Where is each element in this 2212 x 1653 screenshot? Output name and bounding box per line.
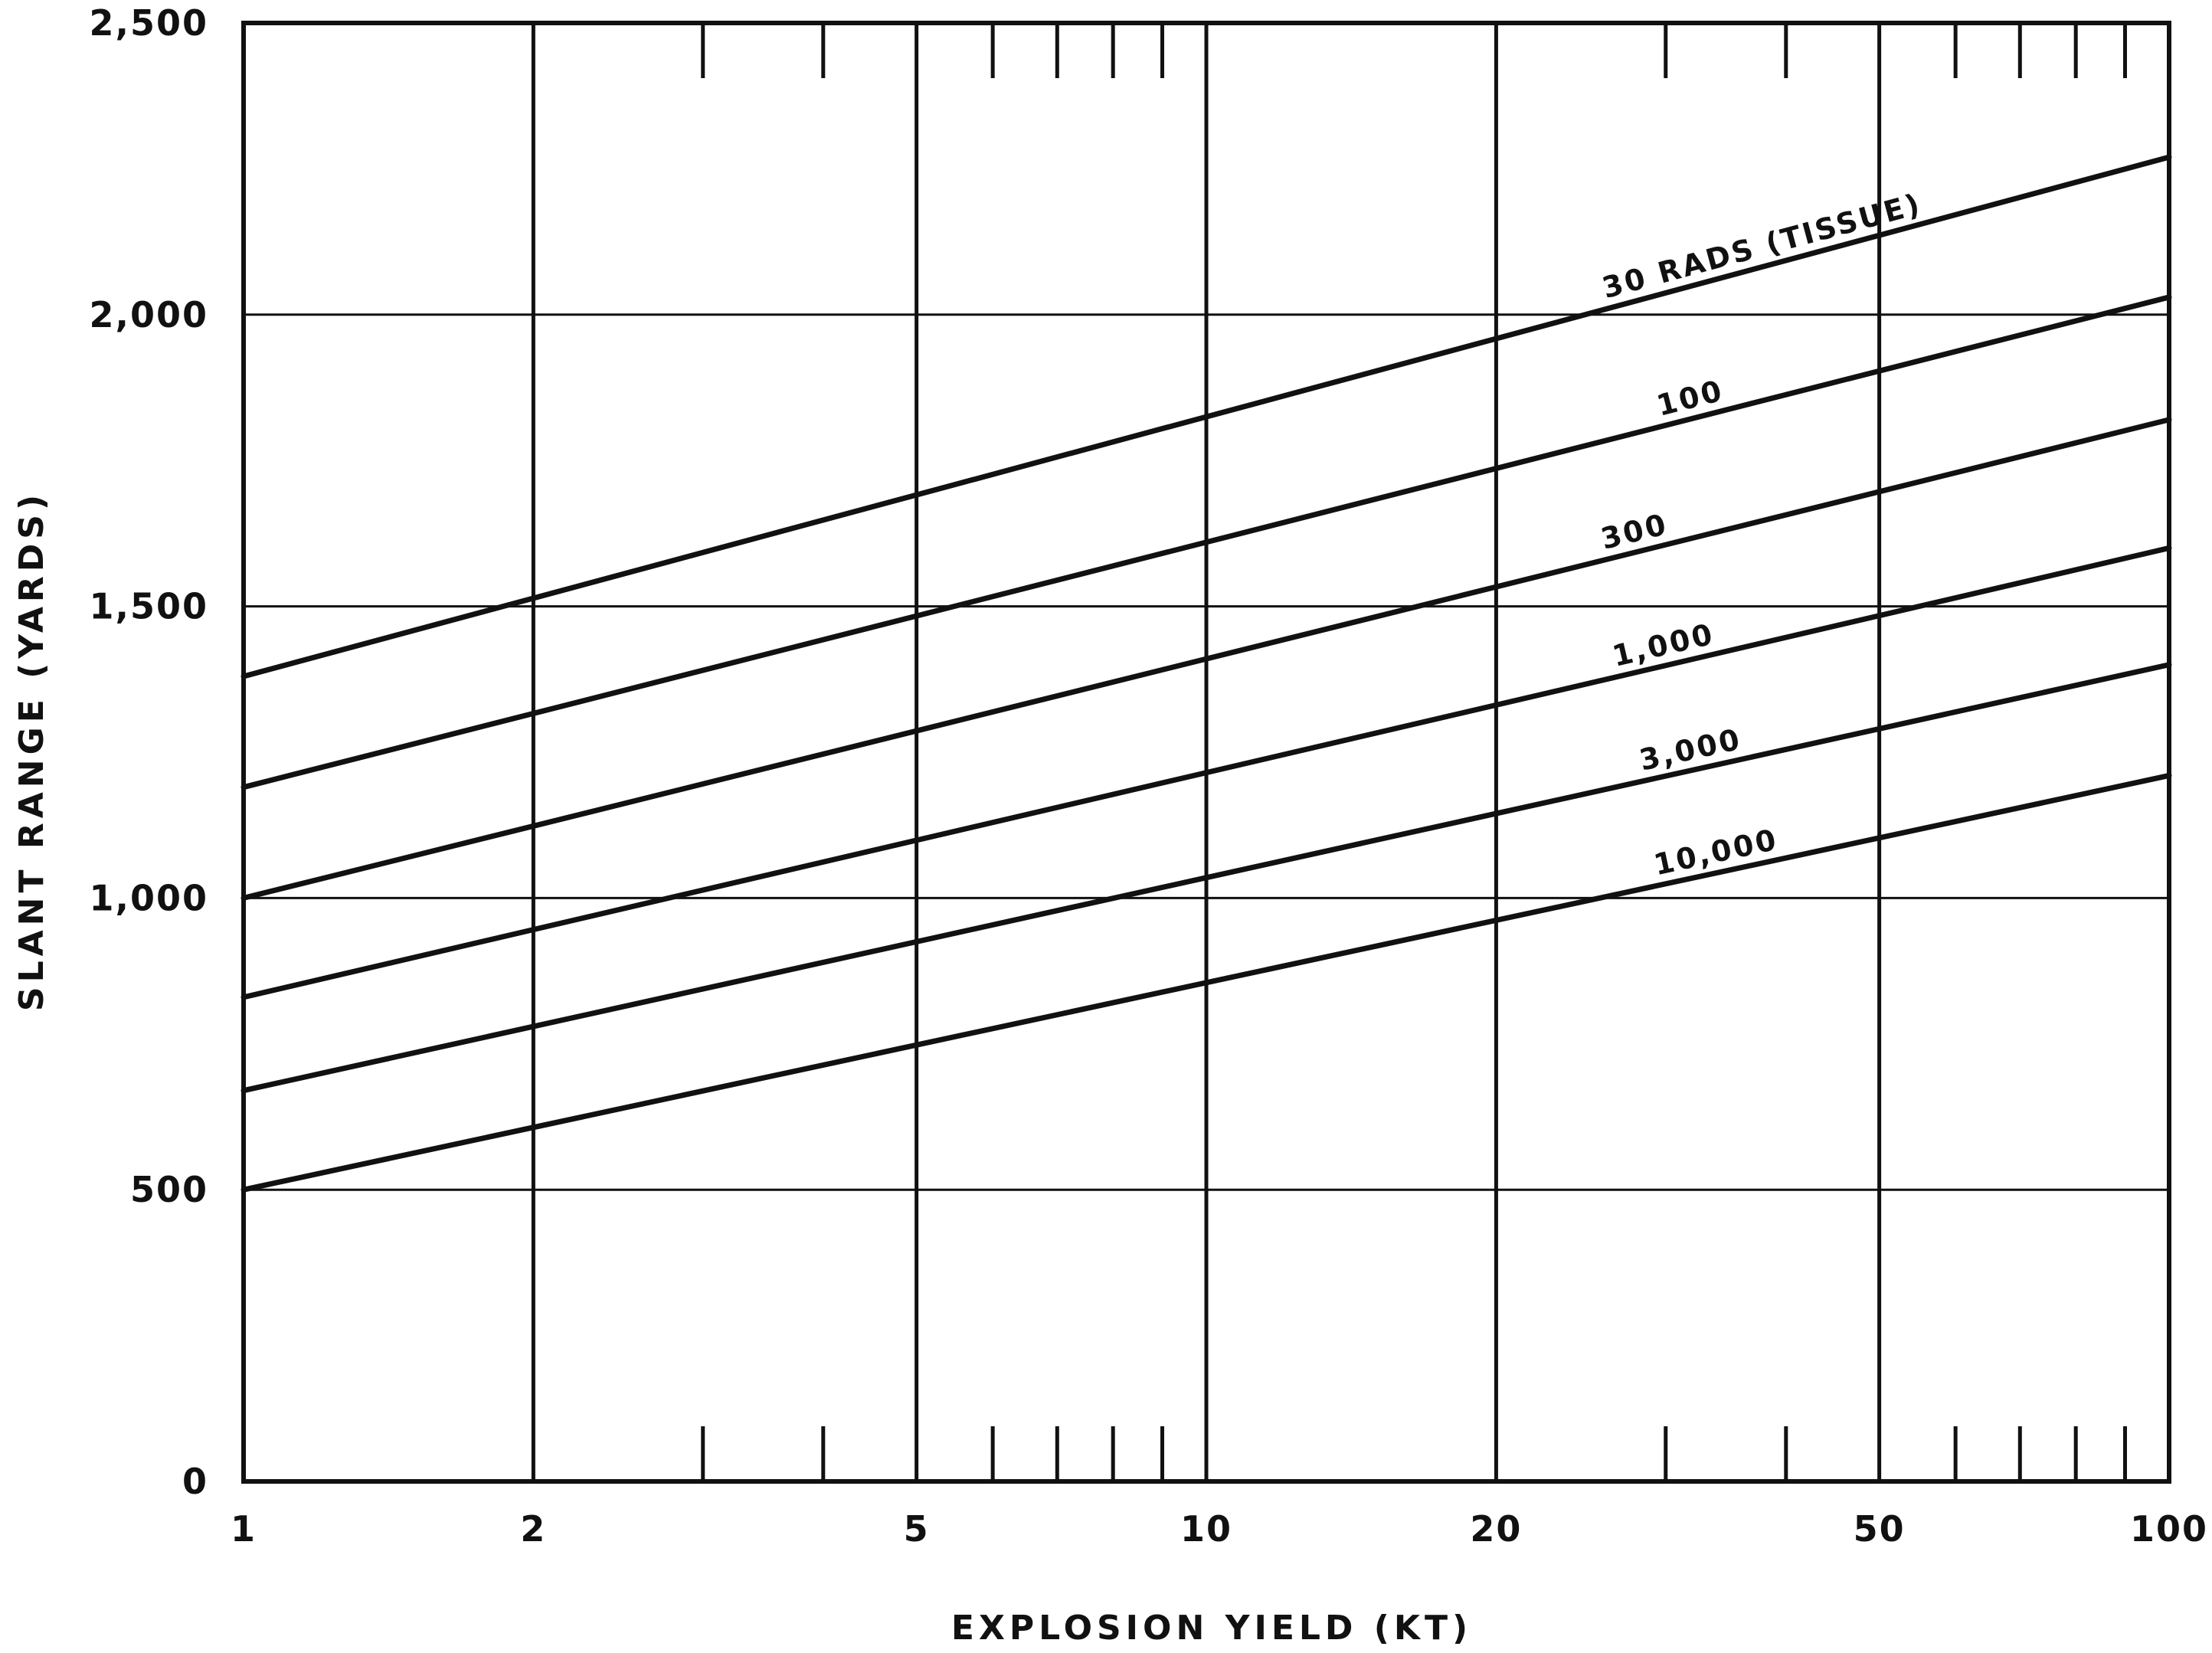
x-tick-label: 100 <box>2130 1508 2208 1550</box>
y-tick-label: 2,000 <box>89 294 208 336</box>
y-tick-label: 2,500 <box>89 2 208 44</box>
y-tick-label: 1,000 <box>89 877 208 918</box>
series-line <box>241 417 2172 901</box>
x-tick-label: 20 <box>1470 1508 1522 1550</box>
y-tick-label: 500 <box>130 1169 208 1210</box>
y-tick-label: 1,500 <box>89 586 208 627</box>
series-line <box>241 294 2172 790</box>
x-tick-label: 10 <box>1180 1508 1232 1550</box>
y-tick-label: 0 <box>182 1461 208 1502</box>
series-line <box>241 662 2172 1094</box>
minor-ticks <box>701 23 2127 1481</box>
series-line <box>241 154 2172 679</box>
x-tick-label: 5 <box>904 1508 930 1550</box>
y-axis-label: SLANT RANGE (YARDS) <box>12 490 51 1011</box>
series-line <box>241 545 2172 1000</box>
y-tick-labels: 0 500 1,000 1,500 2,000 2,500 <box>89 2 208 1502</box>
series-label: 100 <box>1654 373 1727 422</box>
grid <box>241 21 2171 1483</box>
series-line <box>241 772 2172 1193</box>
plot-frame <box>241 21 2171 1484</box>
x-axis-label: EXPLOSION YIELD (KT) <box>951 1609 1472 1648</box>
x-tick-label: 50 <box>1854 1508 1906 1550</box>
x-tick-labels: 1 2 5 10 20 50 100 <box>231 1508 2208 1550</box>
x-tick-label: 1 <box>231 1508 257 1550</box>
series-label: 30 RADS (TISSUE) <box>1598 187 1925 305</box>
series-lines <box>241 154 2172 1193</box>
x-tick-label: 2 <box>520 1508 546 1550</box>
